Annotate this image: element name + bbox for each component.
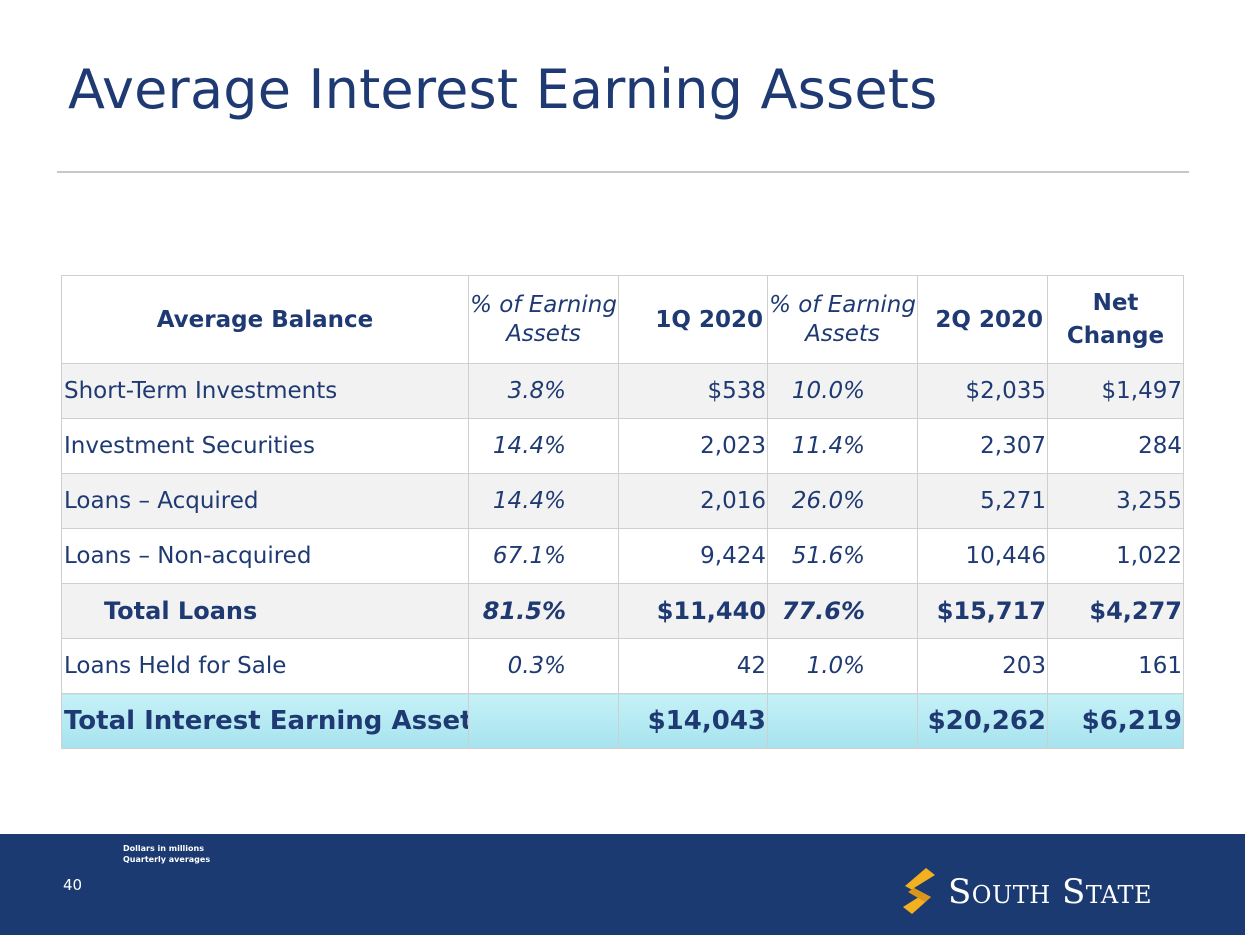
table-row: Short-Term Investments 3.8% $538 10.0% $… (61, 363, 1184, 419)
value-2q-cell: 2,307 (917, 418, 1048, 474)
pct-2q-cell: 51.6% (767, 528, 918, 584)
value-1q-cell: $538 (618, 363, 768, 419)
row-label: Loans – Acquired (61, 473, 469, 529)
pct-1q-cell: 67.1% (468, 528, 619, 584)
header-pct-1q: % of Earning Assets (468, 275, 619, 364)
average-balance-table: Average Balance % of Earning Assets 1Q 20… (61, 275, 1184, 749)
net-change-cell: $1,497 (1047, 363, 1184, 419)
row-label: Investment Securities (61, 418, 469, 474)
value-1q-cell: 9,424 (618, 528, 768, 584)
value-1q-cell: 42 (618, 638, 768, 694)
title-divider (57, 171, 1189, 173)
total-row: Total Interest Earning Assets $14,043 $2… (61, 693, 1184, 749)
value-2q-cell: $2,035 (917, 363, 1048, 419)
header-net-line1: Net (1092, 289, 1139, 316)
pct-1q-cell: 14.4% (468, 418, 619, 474)
total-pct-2q-cell (767, 693, 918, 749)
pct-2q-cell: 11.4% (767, 418, 918, 474)
south-state-s-icon (903, 868, 935, 914)
header-net-line2: Change (1066, 322, 1165, 349)
pct-1q-cell: 14.4% (468, 473, 619, 529)
total-loans-row: Total Loans 81.5% $11,440 77.6% $15,717 … (61, 583, 1184, 639)
net-change-cell: $4,277 (1047, 583, 1184, 639)
table-row: Investment Securities 14.4% 2,023 11.4% … (61, 418, 1184, 474)
table-header-row: Average Balance % of Earning Assets 1Q 20… (61, 275, 1184, 364)
net-change-cell: 284 (1047, 418, 1184, 474)
table-row: Loans Held for Sale 0.3% 42 1.0% 203 161 (61, 638, 1184, 694)
pct-2q-cell: 10.0% (767, 363, 918, 419)
value-1q-cell: 2,023 (618, 418, 768, 474)
net-change-cell: 3,255 (1047, 473, 1184, 529)
pct-2q-cell: 77.6% (767, 583, 918, 639)
table-row: Loans – Non-acquired 67.1% 9,424 51.6% 1… (61, 528, 1184, 584)
logo-wordmark: South State (948, 872, 1152, 912)
page-title: Average Interest Earning Assets (68, 58, 938, 121)
header-2q-2020: 2Q 2020 (917, 275, 1048, 364)
value-2q-cell: 10,446 (917, 528, 1048, 584)
header-net-change: Net Change (1047, 275, 1184, 364)
header-1q-2020: 1Q 2020 (618, 275, 768, 364)
pct-2q-cell: 26.0% (767, 473, 918, 529)
value-2q-cell: $15,717 (917, 583, 1048, 639)
net-change-cell: 1,022 (1047, 528, 1184, 584)
row-label: Total Loans (61, 583, 469, 639)
footer-bar: Dollars in millions Quarterly averages 4… (0, 834, 1245, 935)
footnote-line: Dollars in millions (123, 844, 204, 853)
total-2q-cell: $20,262 (917, 693, 1048, 749)
value-2q-cell: 203 (917, 638, 1048, 694)
pct-1q-cell: 0.3% (468, 638, 619, 694)
header-average-balance: Average Balance (61, 275, 469, 364)
pct-1q-cell: 3.8% (468, 363, 619, 419)
row-label: Loans – Non-acquired (61, 528, 469, 584)
page-number: 40 (63, 876, 83, 894)
value-1q-cell: $11,440 (618, 583, 768, 639)
header-pct-1q-line1: % of Earning (470, 291, 617, 318)
footnote: Dollars in millions Quarterly averages (123, 843, 210, 865)
net-change-cell: 161 (1047, 638, 1184, 694)
pct-1q-cell: 81.5% (468, 583, 619, 639)
row-label: Short-Term Investments (61, 363, 469, 419)
total-1q-cell: $14,043 (618, 693, 768, 749)
header-pct-2q-line1: % of Earning (769, 291, 916, 318)
value-2q-cell: 5,271 (917, 473, 1048, 529)
total-net-change-cell: $6,219 (1047, 693, 1184, 749)
footnote-line: Quarterly averages (123, 855, 211, 864)
value-1q-cell: 2,016 (618, 473, 768, 529)
total-pct-1q-cell (468, 693, 619, 749)
row-label: Loans Held for Sale (61, 638, 469, 694)
table-row: Loans – Acquired 14.4% 2,016 26.0% 5,271… (61, 473, 1184, 529)
header-pct-1q-line2: Assets (506, 320, 581, 347)
header-pct-2q: % of Earning Assets (767, 275, 918, 364)
pct-2q-cell: 1.0% (767, 638, 918, 694)
header-pct-2q-line2: Assets (805, 320, 880, 347)
total-label: Total Interest Earning Assets (61, 693, 469, 749)
